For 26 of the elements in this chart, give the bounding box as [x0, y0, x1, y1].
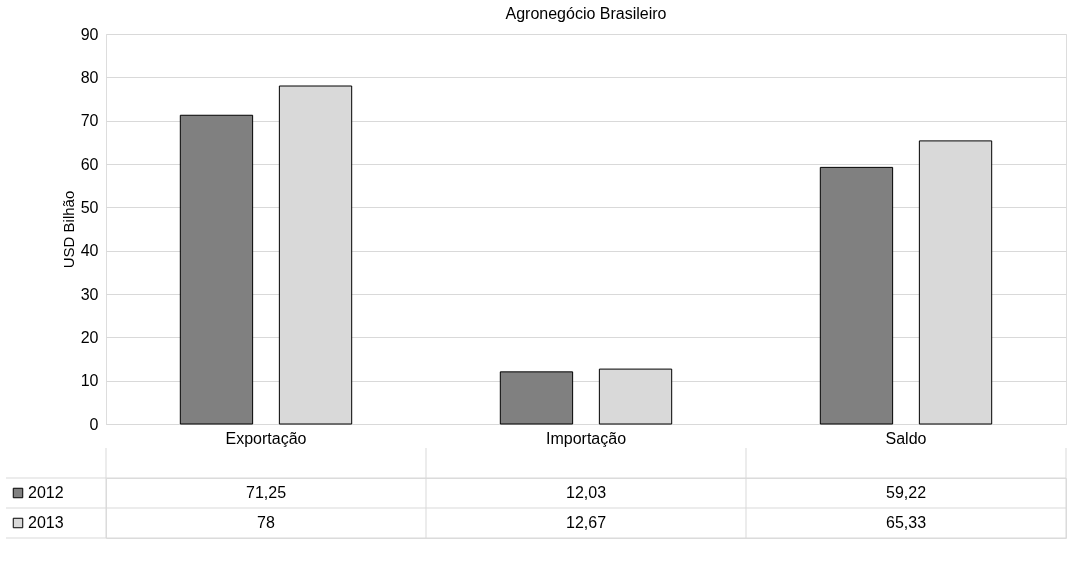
x-tick-label: Exportação — [225, 429, 307, 447]
x-tick-label: Importação — [545, 429, 627, 447]
data-label: 59,22 — [885, 484, 927, 501]
bar — [179, 114, 254, 425]
data-label: 12,67 — [565, 514, 607, 531]
y-tick-label: 0 — [89, 415, 99, 433]
y-tick-label: 80 — [80, 68, 99, 86]
legend-label: 2013 — [28, 514, 64, 531]
data-label: 12,03 — [565, 484, 607, 501]
y-tick-label: 50 — [80, 198, 99, 216]
x-tick-label: Saldo — [885, 429, 927, 447]
y-tick-label: 20 — [80, 328, 99, 346]
bar — [819, 166, 894, 425]
y-tick-label: 70 — [80, 112, 99, 130]
data-label: 71,25 — [245, 484, 287, 501]
bar — [499, 371, 574, 425]
data-label: 65,33 — [885, 514, 927, 531]
y-tick-label: 90 — [80, 25, 99, 43]
y-tick-label: 40 — [80, 242, 99, 260]
y-tick-label: 30 — [80, 285, 99, 303]
chart-title: Agronegócio Brasileiro — [505, 5, 667, 22]
data-label: 78 — [257, 514, 275, 531]
y-axis-title: USD Bilhão — [59, 190, 77, 269]
legend-label: 2012 — [28, 484, 64, 501]
y-tick-label: 60 — [80, 155, 99, 173]
y-tick-label: 10 — [80, 372, 99, 390]
